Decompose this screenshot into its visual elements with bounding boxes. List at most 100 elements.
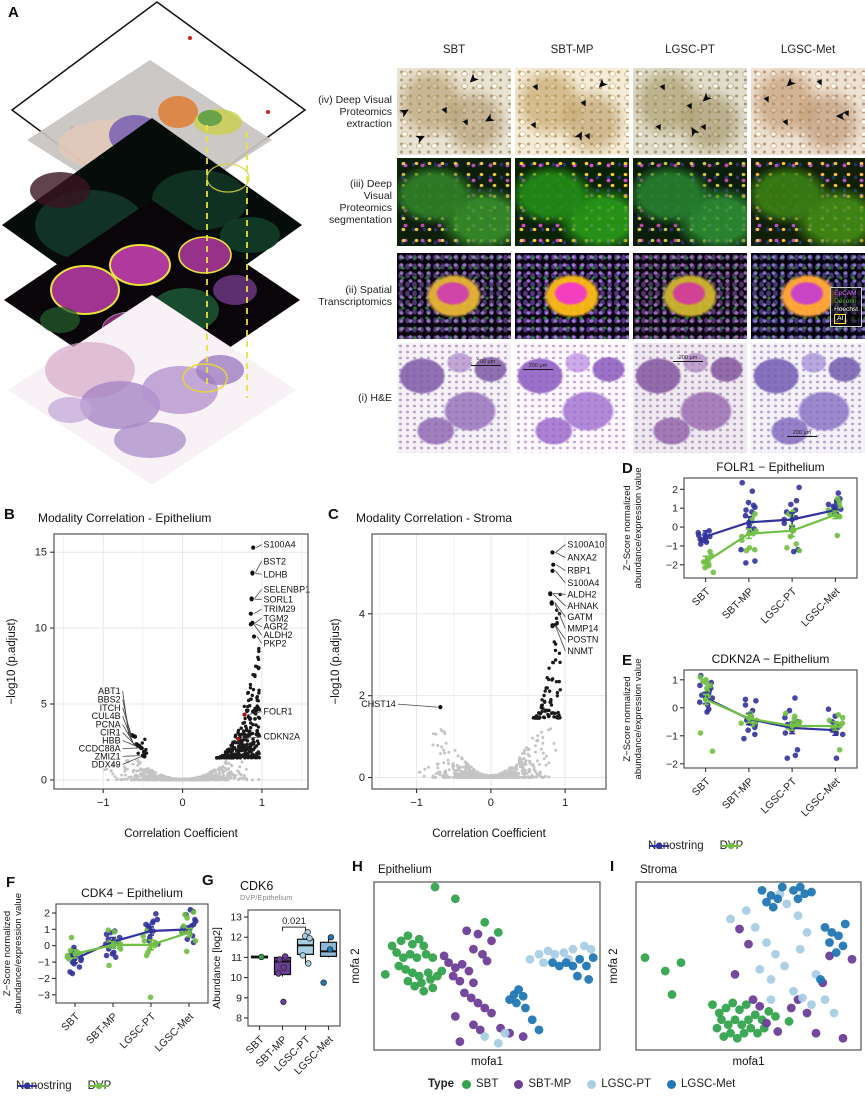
panel-e-letter: E [622,652,633,669]
svg-text:CIR1: CIR1 [100,728,121,738]
legend-item-sbt-mp: SBT-MP [514,1078,571,1090]
svg-text:SBT-MP: SBT-MP [84,1011,120,1047]
panel-b-letter: B [4,506,15,523]
tissue-image-ii-lgsc-met: EpCAM Decorin Hoechst AI [751,253,865,339]
svg-text:TRIM29: TRIM29 [264,604,296,614]
stain-label-epcam: EpCAM [834,290,857,297]
svg-text:CDK6: CDK6 [240,879,273,893]
svg-text:Z−Score normalized: Z−Score normalized [622,676,633,761]
svg-text:1: 1 [44,924,50,936]
column-header-lgsc-pt: LGSC-PT [665,44,715,56]
legend-item-nanostring: Nanostring [648,840,704,852]
panel-h-letter: H [352,858,363,875]
color-dot [667,1079,677,1089]
svg-text:−1: −1 [666,730,678,742]
panel-f-letter: F [6,874,16,891]
svg-text:FOLR1 − Epithelium: FOLR1 − Epithelium [716,460,824,474]
svg-text:−log10 (p.adjust): −log10 (p.adjust) [6,618,18,704]
tissue-image-iv-sbt-mp: ➤ ➤ ▲ ▲ ▲ ▲ [515,68,629,155]
line-dot-swatch [17,1082,37,1090]
svg-text:2: 2 [44,908,50,920]
arrow-icon: ➤ [697,89,717,109]
svg-text:0: 0 [672,702,678,714]
scale-bar-label: 200 μm [678,355,698,361]
svg-text:SBT: SBT [59,1010,82,1033]
scale-bar: 200 μm [471,359,501,366]
svg-text:−2: −2 [666,559,678,571]
tissue-image-iv-lgsc-pt: ➤ ➤ ▲ ▲ ▲ ▲ [633,68,747,155]
svg-text:11: 11 [231,952,242,964]
svg-text:mofa1: mofa1 [471,1056,503,1068]
svg-text:SELENBP1: SELENBP1 [264,584,311,594]
svg-text:10: 10 [230,972,242,984]
svg-text:RBP1: RBP1 [567,566,591,576]
arrowhead-icon: ▲ [651,120,666,135]
svg-text:SORL1: SORL1 [264,594,294,604]
svg-text:NNMT: NNMT [567,646,593,656]
line-dot-swatch [720,842,741,850]
legend-label: SBT [476,1078,499,1090]
svg-text:SBT: SBT [690,585,713,608]
stain-label-decorin: Decorin [834,298,857,305]
scale-bar-line [787,436,817,437]
scale-bar-label: 200 μm [476,359,496,365]
scale-bar-label: 200 μm [792,430,812,436]
row-label-iv: (iv) Deep Visual Proteomics extraction [318,93,392,130]
box-plot-cdk6: 8910111213SBTSBT-MPLGSC-PTLGSC-Met0.021C… [211,879,341,1077]
arrowhead-icon: ▲ [656,80,671,95]
svg-text:−1: −1 [410,797,423,809]
row-label-ii: (ii) Spatial Transcriptomics [318,284,392,308]
svg-text:BST2: BST2 [264,556,287,566]
panel-i-letter: I [610,858,615,875]
stain-label-hoechst: Hoechst [834,306,858,313]
svg-text:ABT1: ABT1 [98,686,121,696]
svg-text:0: 0 [44,940,50,952]
tissue-image-ii-lgsc-pt [633,253,747,339]
svg-text:13: 13 [230,912,242,924]
scale-bar-line [673,361,703,362]
tissue-image-ii-sbt [397,253,511,339]
scale-bar-label: 200 μm [528,363,548,369]
trend-plot-cdkn2a: −2 −1 0 1 SBT SBT-MP LGSC-PT LGSC-Met CDKN2A − E… [622,652,858,820]
svg-text:−1: −1 [38,957,50,969]
svg-text:HBB: HBB [102,735,121,745]
stain-label-ai: AI [834,314,847,324]
legend-label: LGSC-Met [681,1078,736,1090]
svg-text:BBS2: BBS2 [98,694,121,704]
svg-text:ITCH: ITCH [100,703,121,713]
legend-item-dvp: DVP [88,1080,112,1092]
arrow-icon: ➤ [593,75,612,95]
stain-legend: EpCAM Decorin Hoechst AI [830,287,862,327]
svg-text:AHNAK: AHNAK [567,601,598,611]
tissue-image-iii-lgsc-pt [633,158,747,246]
svg-text:CDK4 − Epithelium: CDK4 − Epithelium [81,886,183,900]
legend-label: LGSC-PT [601,1078,652,1090]
panel-c-letter: C [328,506,339,523]
svg-text:1: 1 [259,797,265,809]
svg-text:DDX49: DDX49 [92,759,121,769]
svg-text:−1: −1 [97,797,110,809]
panel-a-grid: SBT SBT-MP LGSC-PT LGSC-Met (iv) Deep Visual… [300,38,865,460]
svg-text:9: 9 [236,992,242,1004]
panel-a-letter: A [8,4,19,21]
scale-bar: 200 μm [523,363,553,370]
svg-text:ZMIZ1: ZMIZ1 [95,751,121,761]
arrow-icon: ➤ [397,101,414,121]
arrow-icon: ➤ [480,110,498,129]
scale-bar-line [523,369,553,370]
svg-text:SBT: SBT [690,775,713,798]
tissue-stack-layer-he [8,295,296,485]
svg-text:Z−Score normalized: Z−Score normalized [622,485,633,570]
tissue-image-iii-sbt-mp [515,158,629,246]
svg-text:0: 0 [180,797,186,809]
arrowhead-icon: ▲ [438,102,453,118]
svg-text:0: 0 [41,774,47,786]
svg-text:LGSC-PT: LGSC-PT [759,775,800,816]
svg-text:Correlation Coefficient: Correlation Coefficient [432,828,546,840]
svg-text:−1: −1 [666,540,678,552]
svg-text:LGSC-Met: LGSC-Met [799,776,843,820]
svg-text:Z−Score normalized: Z−Score normalized [2,911,13,996]
legend-label: SBT-MP [528,1078,572,1090]
svg-text:TGM2: TGM2 [264,613,289,623]
color-dot [514,1079,524,1089]
